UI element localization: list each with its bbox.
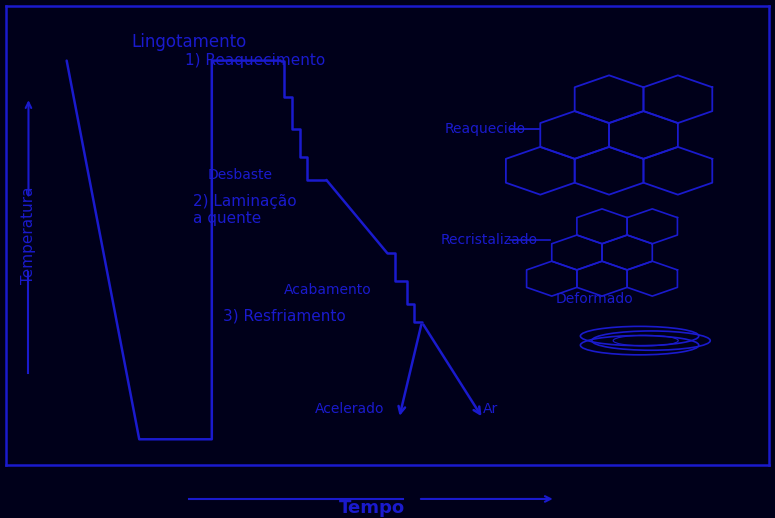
- Text: Recristalizado: Recristalizado: [441, 233, 538, 247]
- Text: Desbaste: Desbaste: [208, 168, 273, 182]
- Text: 2) Laminação
a quente: 2) Laminação a quente: [193, 194, 296, 226]
- Text: Tempo: Tempo: [339, 499, 405, 517]
- Text: Acelerado: Acelerado: [315, 402, 384, 416]
- Text: Deformado: Deformado: [556, 292, 633, 306]
- Text: Temperatura: Temperatura: [21, 186, 36, 284]
- Text: Lingotamento: Lingotamento: [132, 33, 247, 51]
- Text: 1) Reaquecimento: 1) Reaquecimento: [185, 52, 326, 67]
- Text: Reaquecido: Reaquecido: [445, 122, 526, 136]
- Text: 3) Resfriamento: 3) Resfriamento: [223, 309, 346, 323]
- Text: Ar: Ar: [483, 402, 498, 416]
- Text: Acabamento: Acabamento: [284, 283, 372, 297]
